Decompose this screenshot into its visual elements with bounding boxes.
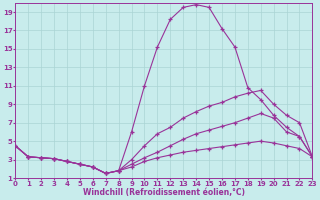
X-axis label: Windchill (Refroidissement éolien,°C): Windchill (Refroidissement éolien,°C)	[83, 188, 245, 197]
